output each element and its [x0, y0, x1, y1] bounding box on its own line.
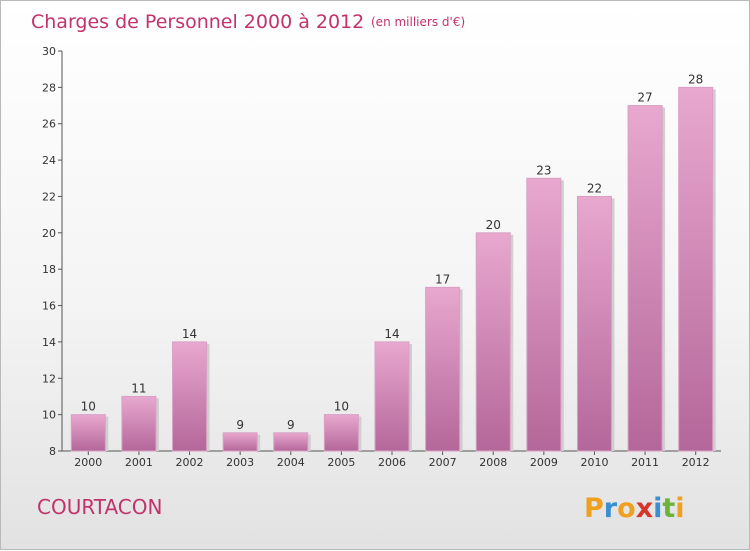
bar-2003 — [222, 432, 258, 452]
bar-2009 — [526, 177, 562, 452]
y-tick-label: 26 — [42, 118, 56, 131]
x-tick-label: 2001 — [125, 456, 153, 469]
y-tick-label: 20 — [42, 227, 56, 240]
x-tick-label: 2000 — [74, 456, 102, 469]
data-label-2012: 28 — [688, 72, 703, 86]
x-tick-label: 2006 — [378, 456, 406, 469]
data-label-2001: 11 — [131, 381, 146, 395]
y-tick-label: 14 — [42, 336, 56, 349]
logo-letter: t — [662, 493, 675, 524]
x-tick-label: 2007 — [429, 456, 457, 469]
bar-2012 — [678, 86, 714, 452]
x-tick-label: 2003 — [226, 456, 254, 469]
bar-2010 — [576, 195, 612, 452]
x-axis: 2000 2001 2002 2003 2004 2005 2006 2007 2008 2009… — [62, 450, 721, 469]
y-tick-label: 8 — [49, 445, 56, 458]
chart-title: Charges de Personnel 2000 à 2012 — [31, 11, 364, 33]
x-tick-label: 2010 — [580, 456, 608, 469]
data-label-2011: 27 — [637, 91, 652, 105]
x-tick-label: 2012 — [682, 456, 710, 469]
logo-letter: i — [675, 493, 684, 524]
data-label-2006: 14 — [384, 327, 399, 341]
chart-subtitle: (en milliers d'€) — [371, 15, 465, 29]
data-label-2000: 10 — [81, 400, 96, 414]
bar-2011 — [627, 105, 663, 452]
data-label-2010: 22 — [587, 181, 602, 195]
x-tick-label: 2008 — [479, 456, 507, 469]
bar-2000 — [70, 414, 106, 452]
bar-2007 — [425, 286, 461, 452]
x-tick-label: 2011 — [631, 456, 659, 469]
logo-letter: o — [617, 493, 636, 524]
logo-letter: x — [636, 493, 653, 524]
bars — [70, 86, 716, 452]
y-tick-label: 22 — [42, 190, 56, 203]
y-tick-label: 30 — [42, 45, 56, 58]
bar-2001 — [121, 395, 157, 452]
y-tick-label: 16 — [42, 300, 56, 313]
y-tick-label: 28 — [42, 81, 56, 94]
bar-2004 — [273, 432, 309, 452]
data-label-2008: 20 — [486, 218, 501, 232]
data-labels: 10 11 14 9 9 10 14 17 20 23 22 27 28 — [81, 72, 704, 431]
y-axis: 8 10 12 14 16 18 20 22 24 26 28 30 — [42, 45, 63, 458]
y-tick-label: 12 — [42, 372, 56, 385]
bar-2006 — [374, 341, 410, 452]
proxiti-logo: Proxiti — [584, 493, 685, 524]
x-tick-label: 2002 — [176, 456, 204, 469]
logo-letter: P — [584, 493, 604, 524]
bar-2005 — [323, 414, 359, 452]
data-label-2003: 9 — [236, 418, 244, 432]
y-tick-label: 24 — [42, 154, 56, 167]
x-tick-label: 2009 — [530, 456, 558, 469]
data-label-2007: 17 — [435, 272, 450, 286]
logo-letter: i — [653, 493, 662, 524]
x-tick-label: 2004 — [277, 456, 305, 469]
data-label-2002: 14 — [182, 327, 197, 341]
data-label-2004: 9 — [287, 418, 295, 432]
bar-2002 — [172, 341, 208, 452]
y-tick-label: 10 — [42, 409, 56, 422]
y-tick-label: 18 — [42, 263, 56, 276]
x-tick-label: 2005 — [327, 456, 355, 469]
data-label-2005: 10 — [334, 400, 349, 414]
logo-letter: r — [604, 493, 618, 524]
bar-2008 — [475, 232, 511, 452]
data-label-2009: 23 — [536, 163, 551, 177]
commune-name: COURTACON — [37, 495, 162, 519]
